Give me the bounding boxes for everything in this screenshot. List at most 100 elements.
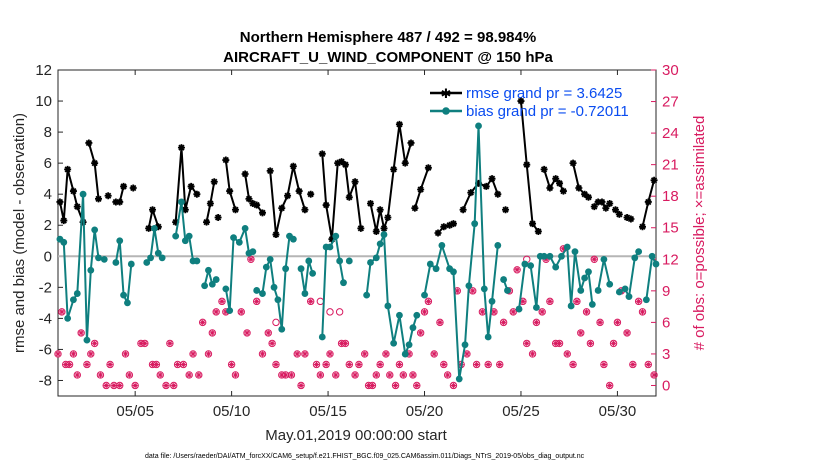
obs-assimilated-point [590,255,598,263]
bias-point [60,238,68,246]
bias-point [421,291,428,299]
obs-assimilated-point [472,360,481,369]
obs-assimilated-point [430,350,438,358]
obs-assimilated-point [301,350,309,358]
obs-assimilated-point [326,350,334,358]
rmse-point [206,200,214,208]
bias-point [208,280,216,288]
y-tick-label: -4 [39,310,52,327]
rmse-point [338,158,346,166]
obs-assimilated-star [342,340,349,347]
obs-assimilated-point [83,360,91,369]
bias-point [471,220,479,228]
obs-assimilated-point [307,297,315,306]
rmse-point [380,224,388,232]
obs-assimilated-star [362,351,368,357]
rmse-point [295,187,303,195]
obs-assimilated-star [283,372,289,378]
bias-point [249,248,257,256]
obs-assimilated-star [610,340,617,347]
rmse-point [569,159,577,167]
obs-assimilated-star [219,298,225,304]
obs-assimilated-point [523,339,531,348]
y2-tick-label: 9 [662,283,670,300]
legend-bias-label: bias grand pr = -0.72011 [466,103,629,120]
obs-assimilated-point [413,381,421,390]
obs-assimilated-star [556,340,563,347]
obs-assimilated-star [645,361,651,368]
obs-assimilated-star [636,298,642,304]
bias-point [178,198,185,206]
y-tick-label: -8 [39,372,52,389]
legend-rmse-marker: ✱ [441,87,452,102]
obs-assimilated-point [69,350,78,358]
obs-assimilated-star [149,361,156,368]
rmse-point [502,206,510,214]
bias-point [345,257,353,265]
rmse-point [318,150,326,158]
obs-assimilated-star [157,372,163,378]
obs-assimilated-star [132,382,138,389]
obs-assimilated-point [436,318,444,327]
rmse-point [154,223,162,231]
y-tick-label: -6 [39,341,52,358]
obs-assimilated-star [547,298,553,304]
obs-assimilated-star [63,361,69,368]
obs-assimilated-point [351,371,359,379]
obs-assimilated-star [346,361,352,368]
x-tick-label: 05/15 [309,403,347,420]
obs-assimilated-point [609,339,618,348]
obs-assimilated-star [533,319,539,325]
bias-point [571,248,579,256]
bias-point [73,290,81,297]
obs-assimilated-star [474,361,480,368]
bias-point [600,255,608,263]
obs-assimilated-star [175,361,181,368]
obs-assimilated-point [116,381,124,390]
obs-assimilated-star [122,351,129,357]
y2-tick-label: 18 [662,188,679,205]
obs-assimilated-point [212,308,220,316]
obs-assimilated-star [288,372,295,378]
rmse-point [529,220,537,228]
obs-assimilated-star [520,298,526,304]
rmse-point [367,200,375,208]
rmse-point [440,223,448,231]
bias-point [309,269,317,277]
y-axis-label: rmse and bias (model - observation) [11,113,28,353]
bias-point [181,237,189,245]
y2-tick-label: 24 [662,125,679,142]
obs-assimilated-point [185,371,193,379]
obs-assimilated-star [97,372,104,378]
rmse-point [540,165,548,173]
bias-point [552,263,560,271]
rmse-point [172,218,180,226]
obs-assimilated-star [180,361,186,368]
bias-point [158,254,166,262]
obs-assimilated-point [573,297,581,306]
obs-assimilated-point [606,381,614,390]
obs-assimilated-star [406,351,412,357]
rmse-point [116,198,124,206]
obs-assimilated-point [287,371,296,379]
obs-assimilated-star [88,351,94,357]
bias-point [266,255,274,263]
obs-assimilated-point [638,308,647,316]
obs-assimilated-star [574,298,580,304]
obs-assimilated-star [232,372,239,378]
obs-assimilated-point [443,371,452,379]
bias-point [521,260,529,268]
obs-assimilated-star [126,372,132,378]
rmse-point [187,182,195,190]
obs-assimilated-star [639,309,646,315]
rmse-point [546,184,554,192]
bias-point [500,276,508,283]
rmse-point [231,206,239,214]
bias-point [494,242,502,249]
obs-assimilated-star [229,361,235,368]
rmse-point [129,184,137,192]
bias-point [390,339,398,347]
obs-assimilated-star [524,340,530,347]
obs-assimilated-point [243,329,251,337]
bias-point [588,301,596,308]
